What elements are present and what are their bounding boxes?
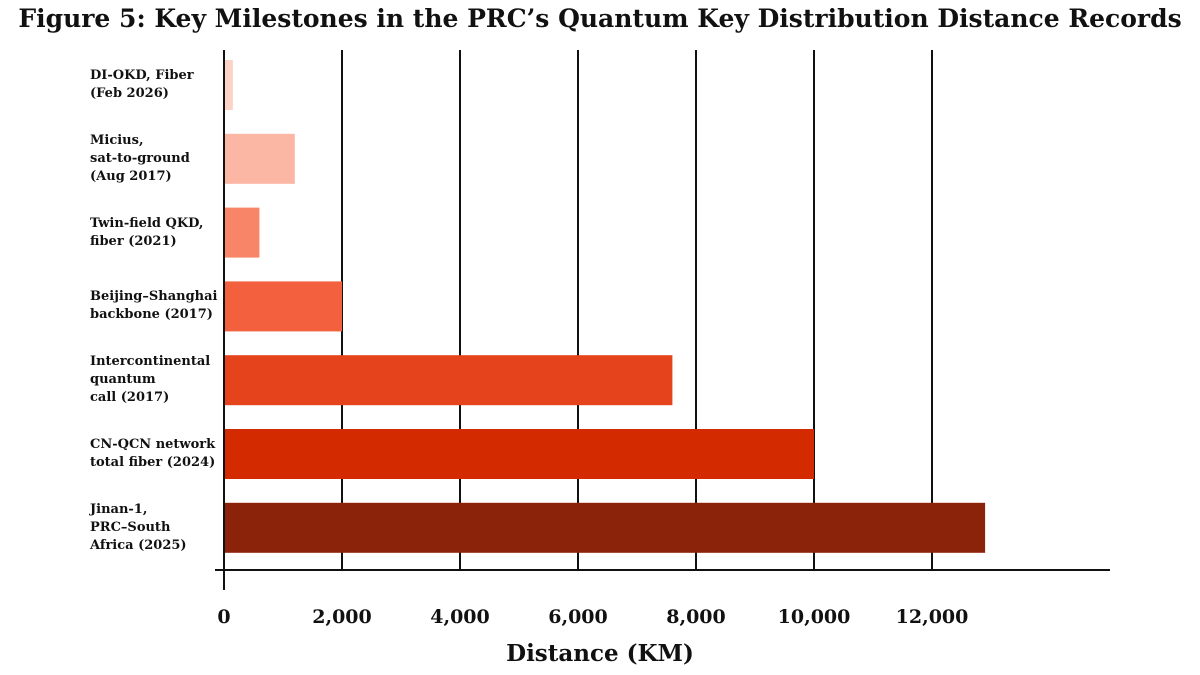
bar — [224, 60, 233, 110]
x-tick-label: 2,000 — [312, 606, 372, 628]
bar — [224, 502, 986, 553]
x-tick-label: 0 — [217, 606, 231, 628]
category-label: Intercontinental quantum call (2017) — [90, 354, 211, 406]
x-axis-label: Distance (KM) — [506, 640, 694, 667]
x-tick-label: 12,000 — [895, 606, 969, 628]
bar — [224, 207, 260, 258]
category-label: CN-QCN network total fiber (2024) — [90, 437, 216, 470]
axes — [215, 50, 1110, 590]
chart-title: Figure 5: Key Milestones in the PRC’s Qu… — [18, 4, 1182, 33]
category-label: Beijing–Shanghai backbone (2017) — [90, 289, 218, 323]
gridlines — [341, 50, 933, 570]
bar — [224, 429, 814, 479]
category-label: Twin-field QKD, fiber (2021) — [90, 215, 204, 249]
x-tick-label: 10,000 — [777, 606, 851, 628]
bars — [224, 60, 986, 553]
bar — [224, 355, 673, 406]
x-tick-label: 8,000 — [666, 606, 726, 628]
category-label: Jinan-1, PRC–South Africa (2025) — [90, 501, 187, 553]
category-label: Micius, sat-to-ground (Aug 2017) — [90, 132, 190, 184]
bar — [224, 133, 295, 184]
x-tick-label: 6,000 — [548, 606, 608, 628]
category-label: DI-OKD, Fiber (Feb 2026) — [90, 68, 194, 101]
x-tick-label: 4,000 — [430, 606, 490, 628]
bar — [224, 281, 342, 332]
